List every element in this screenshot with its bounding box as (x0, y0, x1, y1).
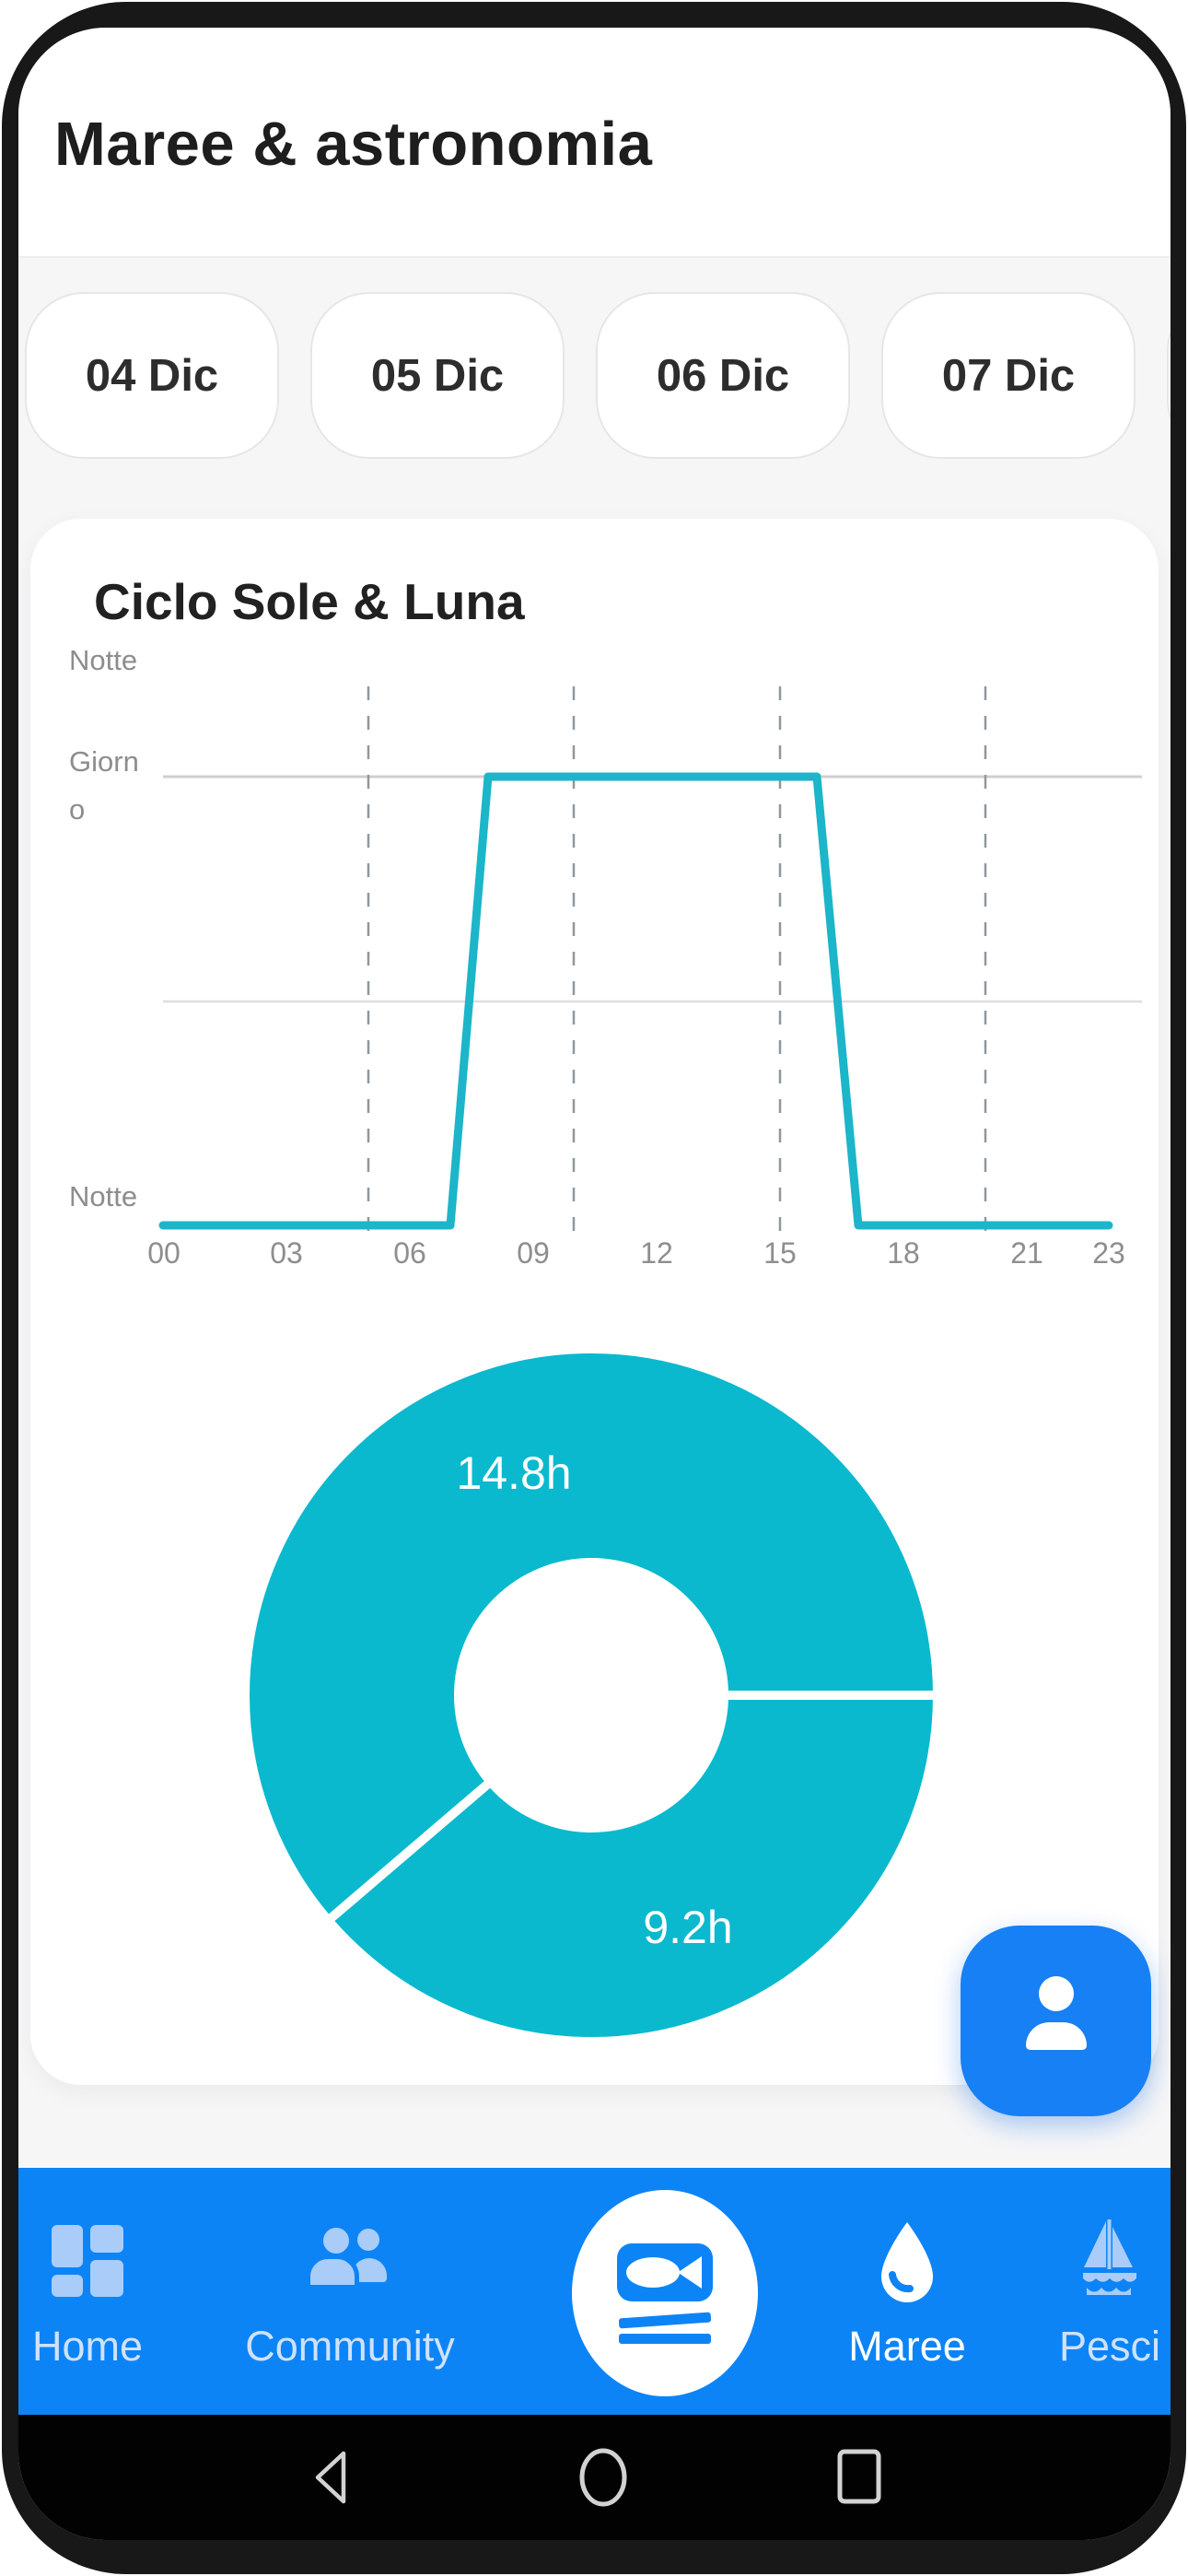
card-title: Ciclo Sole & Luna (94, 573, 525, 630)
dashed-hour-gridlines (367, 686, 987, 1235)
nav-item-community[interactable]: Community (244, 2168, 456, 2415)
nav-label-home: Home (31, 2323, 144, 2370)
nav-label-pesci: Pesci (1058, 2323, 1161, 2370)
date-pill-06-dic[interactable]: 06 Dic (596, 292, 850, 459)
date-pill-next-partial[interactable] (1167, 292, 1171, 459)
sun-cycle-and-donut-chart: 00 03 06 09 12 15 18 21 23 14.8h 9.2h (147, 686, 1142, 2037)
community-people-icon (304, 2223, 396, 2301)
android-home-icon[interactable] (572, 2446, 635, 2509)
nav-item-pesci[interactable]: Pesci (1004, 2168, 1171, 2415)
donut-night-hours-label: 14.8h (456, 1447, 571, 1499)
x-tick-09: 09 (517, 1236, 550, 1270)
water-drop-icon (881, 2222, 933, 2302)
sailboat-icon (1083, 2219, 1136, 2295)
nav-center-fish-button[interactable] (572, 2190, 758, 2396)
fish-icon-stripe (619, 2334, 711, 2344)
fish-can-icon (617, 2243, 713, 2301)
app-header: Maree & astronomia (18, 28, 1171, 258)
fish-icon-stripe (618, 2312, 712, 2329)
android-back-icon[interactable] (305, 2446, 367, 2509)
x-tick-23: 23 (1092, 1236, 1125, 1270)
x-tick-21: 21 (1010, 1236, 1043, 1270)
sun-moon-cycle-card: Ciclo Sole & Luna Notte Giorno Notte 00 … (30, 519, 1159, 2085)
date-pill-label: 05 Dic (370, 350, 505, 401)
profile-fab-button[interactable] (961, 1926, 1151, 2116)
date-pill-label: 04 Dic (85, 350, 219, 401)
nav-item-home[interactable]: Home (18, 2168, 193, 2415)
date-pill-05-dic[interactable]: 05 Dic (310, 292, 565, 459)
x-tick-12: 12 (640, 1236, 673, 1270)
nav-item-maree[interactable]: Maree (801, 2168, 1013, 2415)
x-tick-18: 18 (887, 1236, 920, 1270)
android-recents-icon[interactable] (829, 2446, 891, 2509)
page-title: Maree & astronomia (54, 110, 653, 179)
date-pill-label: 07 Dic (941, 350, 1076, 401)
date-pill-04-dic[interactable]: 04 Dic (25, 292, 279, 459)
home-grid-icon (52, 2225, 123, 2297)
x-axis-ticks: 00 03 06 09 12 15 18 21 23 (147, 1236, 1125, 1270)
y-axis-label-giorno: Giorno (69, 745, 139, 825)
donut-divider-lower-left (325, 1775, 497, 1924)
nav-label-community: Community (245, 2323, 455, 2370)
x-tick-06: 06 (393, 1236, 426, 1270)
date-pill-07-dic[interactable]: 07 Dic (881, 292, 1136, 459)
x-tick-15: 15 (763, 1236, 797, 1270)
phone-screen: Maree & astronomia 04 Dic 05 Dic 06 Dic … (18, 28, 1171, 2540)
donut-day-hours-label: 9.2h (643, 1902, 732, 1953)
bottom-nav-bar: Home Community Maree (18, 2168, 1171, 2415)
nav-label-maree: Maree (848, 2323, 966, 2370)
android-system-nav (18, 2415, 1171, 2540)
date-pill-label: 06 Dic (656, 350, 790, 401)
x-tick-00: 00 (147, 1236, 181, 1270)
x-tick-03: 03 (270, 1236, 303, 1270)
y-axis-label-notte-bottom: Notte (69, 1180, 138, 1212)
sun-cycle-line (158, 772, 1113, 1230)
y-axis-label-notte-top: Notte (69, 644, 138, 676)
